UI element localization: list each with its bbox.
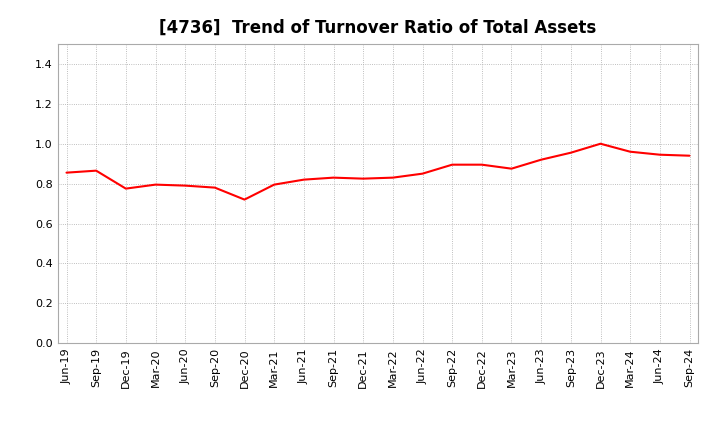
Title: [4736]  Trend of Turnover Ratio of Total Assets: [4736] Trend of Turnover Ratio of Total … xyxy=(159,19,597,37)
